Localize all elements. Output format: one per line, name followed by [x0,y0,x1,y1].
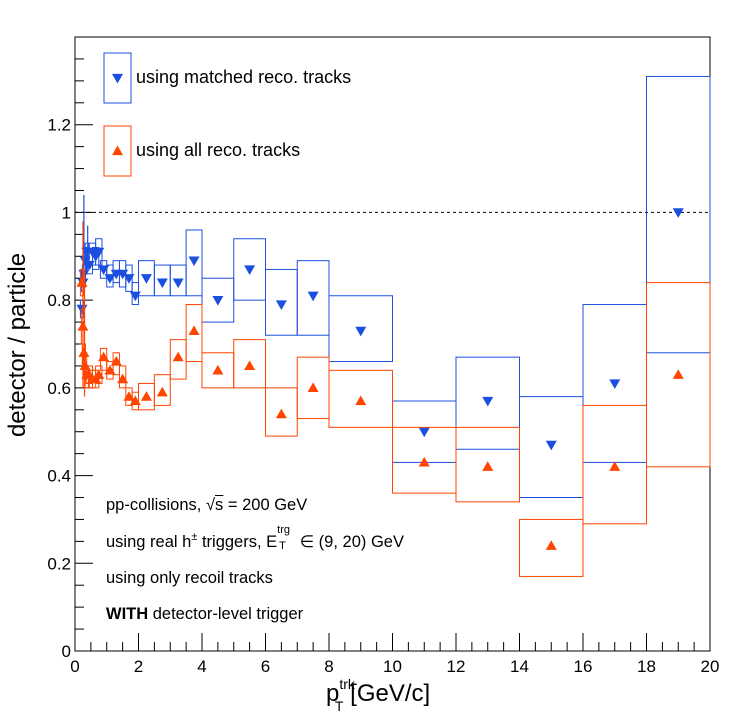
data-point-matched [188,256,200,267]
data-point-matched [609,379,621,389]
data-point-all [307,382,319,392]
data-point-matched [307,291,319,302]
data-point-all [609,461,621,471]
data-point-matched [244,265,256,275]
data-point-matched [212,296,224,306]
data-point-matched [140,274,152,284]
sys-box-matched [95,238,103,266]
legend-label-matched: using matched reco. tracks [136,67,352,87]
y-tick-label: 1 [62,203,71,222]
data-point-matched [355,326,367,337]
data-point-matched [172,278,184,289]
data-point-all [110,356,122,366]
x-tick-label: 12 [447,657,466,676]
x-tick-label: 6 [261,657,270,676]
sys-box-all [233,339,266,389]
data-point-matched [482,396,494,407]
x-tick-label: 0 [70,657,79,676]
x-tick-label: 2 [134,657,143,676]
data-point-all [104,364,116,375]
y-tick-label: 0.6 [47,379,71,398]
x-tick-label: 8 [324,657,333,676]
data-point-all [117,373,129,384]
x-axis-label: ptrkT [GeV/c] [326,676,431,714]
sys-box-all [328,369,393,428]
data-point-all [545,540,557,550]
data-point-all [212,364,224,375]
x-tick-label: 10 [383,657,402,676]
sys-box-all [185,304,203,363]
sys-box-all [519,518,584,577]
data-point-all [482,461,494,471]
data-point-matched [98,265,110,275]
data-point-all [275,408,287,419]
data-point-matched [76,304,88,315]
data-point-matched [117,269,129,280]
data-point-matched [104,274,116,284]
data-point-all [418,456,430,467]
data-point-all [172,351,184,362]
data-point-matched [418,427,430,438]
data-point-all [244,360,256,371]
data-point-matched [672,208,684,218]
data-point-all [129,395,141,406]
data-point-matched [275,300,287,311]
sys-box-all [646,282,711,468]
legend-label-all: using all reco. tracks [136,140,301,160]
sys-box-all [118,365,127,389]
data-point-matched [129,291,141,302]
y-tick-label: 0.8 [47,291,71,310]
y-tick-label: 1.2 [47,116,71,135]
data-point-all [77,320,89,331]
annotation-collisions: pp-collisions, √s = 200 GeV [106,496,308,514]
data-point-all [140,391,152,401]
sys-box-all [153,374,171,406]
data-point-matched [156,278,168,289]
legend-box-matched [103,52,132,104]
data-point-all [93,369,105,379]
legend-box-all [103,125,132,177]
data-point-all [188,325,200,335]
data-point-all [79,360,91,371]
sys-box-matched [185,229,203,297]
annotation-recoil: using only recoil tracks [106,569,273,587]
legend-marker-all [112,145,123,156]
y-tick-label: 0.2 [47,554,71,573]
sys-box-all [455,426,520,503]
data-point-all [672,369,684,379]
data-point-matched [83,260,95,271]
sys-box-matched [646,75,711,354]
data-point-matched [123,274,135,284]
x-tick-label: 14 [510,657,529,676]
data-point-matched [545,440,557,451]
data-point-all [76,277,88,287]
data-point-all [123,391,135,401]
x-tick-label: 18 [637,657,656,676]
data-point-matched [93,247,105,258]
x-tick-label: 20 [701,657,720,676]
y-tick-label: 0.4 [47,467,71,486]
annotation-trigger-level: WITH detector-level trigger [106,605,304,623]
data-point-all [156,386,168,397]
data-point-all [98,351,110,362]
data-point-all [78,347,90,357]
legend-marker-matched [112,73,123,84]
data-point-all [355,395,367,406]
x-tick-label: 16 [574,657,593,676]
y-tick-label: 0 [62,642,71,661]
sys-box-matched [125,264,133,292]
x-tick-label: 4 [197,657,206,676]
sys-box-matched [328,295,393,363]
